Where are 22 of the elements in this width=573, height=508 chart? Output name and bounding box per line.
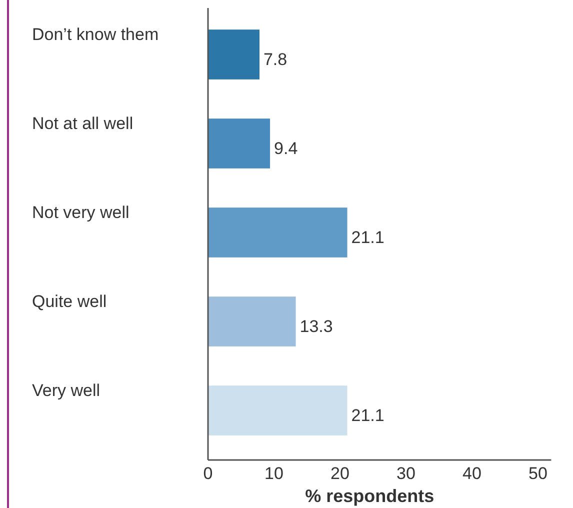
x-tick-label: 50 xyxy=(528,464,548,483)
bar xyxy=(208,386,348,436)
y-tick-label: Very well xyxy=(32,381,100,400)
x-axis-title: % respondents xyxy=(305,486,434,506)
data-label: 9.4 xyxy=(274,138,298,158)
data-label: 21.1 xyxy=(351,228,384,247)
y-tick-label: Not at all well xyxy=(32,114,134,134)
x-tick-label: 30 xyxy=(396,464,416,483)
x-tick-label: 40 xyxy=(462,464,482,483)
data-label: 7.8 xyxy=(263,50,288,69)
y-tick-label: Not very well xyxy=(32,203,130,222)
x-tick-label: 20 xyxy=(330,464,350,483)
data-label: 13.3 xyxy=(300,316,333,336)
y-tick-label: Quite well xyxy=(32,292,107,312)
y-tick-label: Don’t know them xyxy=(32,25,159,44)
x-tick-label: 10 xyxy=(264,464,284,483)
bar xyxy=(208,118,270,168)
bar xyxy=(208,208,348,258)
bar xyxy=(208,296,296,346)
bar xyxy=(208,30,260,80)
x-tick-label: 0 xyxy=(203,464,213,483)
data-label: 21.1 xyxy=(351,406,384,425)
